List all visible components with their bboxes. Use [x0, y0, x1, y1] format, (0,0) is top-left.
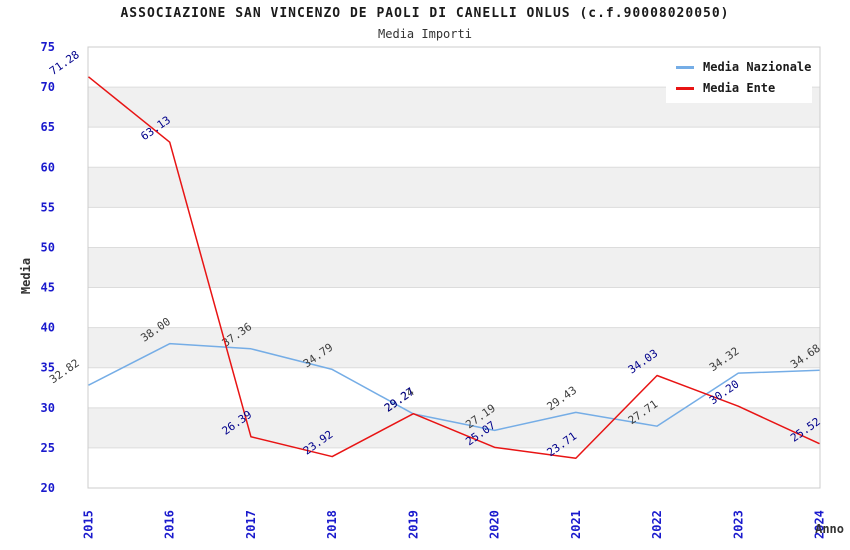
line-swatch-red-icon — [676, 86, 694, 90]
line-swatch-blue-icon — [676, 65, 694, 69]
y-tick-label: 40 — [41, 321, 55, 335]
y-tick-label: 75 — [41, 40, 55, 54]
y-tick-label: 60 — [41, 160, 55, 174]
legend-label: Media Ente — [703, 81, 776, 95]
x-tick-label: 2015 — [82, 510, 96, 539]
y-tick-label: 35 — [41, 361, 55, 375]
y-tick-label: 55 — [41, 200, 55, 214]
chart-subtitle: Media Importi — [378, 27, 472, 41]
x-tick-label: 2020 — [488, 510, 502, 539]
y-tick-label: 45 — [41, 281, 55, 295]
plot-border — [87, 46, 821, 489]
y-tick-label: 25 — [41, 441, 55, 455]
x-tick-label: 2019 — [406, 510, 420, 539]
chart-title: ASSOCIAZIONE SAN VINCENZO DE PAOLI DI CA… — [120, 6, 730, 21]
x-tick-label: 2024 — [813, 510, 827, 539]
x-tick-label: 2018 — [325, 510, 339, 539]
background-band — [88, 407, 820, 448]
x-tick-label: 2022 — [650, 510, 664, 539]
series-line-media-ente — [88, 76, 820, 460]
y-tick-label: 65 — [41, 120, 55, 134]
y-tick-label: 50 — [41, 240, 55, 254]
x-tick-label: 2016 — [163, 510, 177, 539]
x-tick-label: 2021 — [569, 510, 583, 539]
y-axis-title: Media — [19, 257, 34, 295]
legend-item-media-ente: Media Ente — [676, 81, 806, 95]
background-band — [88, 167, 820, 208]
background-band — [88, 327, 820, 368]
series-line-media-nazionale — [88, 342, 820, 432]
x-tick-label: 2017 — [244, 510, 258, 539]
legend-item-media-nazionale: Media Nazionale — [676, 60, 811, 74]
legend: Media Nazionale Media Ente — [666, 52, 812, 103]
y-tick-label: 70 — [41, 80, 55, 94]
x-axis-title: Anno — [815, 522, 844, 536]
background-band — [88, 247, 820, 288]
y-tick-label: 20 — [41, 481, 55, 495]
x-tick-label: 2023 — [731, 510, 745, 539]
legend-label: Media Nazionale — [703, 60, 812, 74]
y-tick-label: 30 — [41, 401, 55, 415]
